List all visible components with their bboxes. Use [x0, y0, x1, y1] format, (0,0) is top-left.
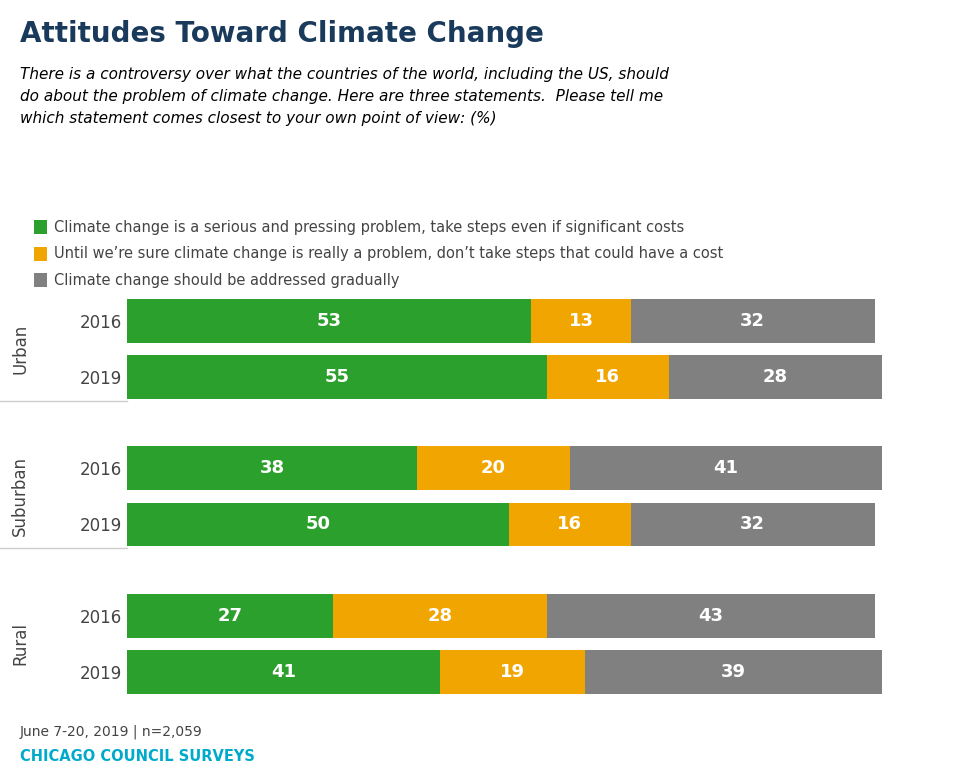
Text: CHICAGO COUNCIL SURVEYS: CHICAGO COUNCIL SURVEYS — [20, 749, 254, 764]
Bar — [547, 355, 668, 399]
Bar — [127, 446, 417, 490]
Text: 39: 39 — [721, 663, 746, 681]
Bar — [333, 594, 547, 637]
Text: 32: 32 — [741, 515, 765, 533]
Text: 27: 27 — [218, 607, 242, 625]
Text: 50: 50 — [305, 515, 330, 533]
Bar — [127, 650, 440, 694]
Text: 38: 38 — [260, 460, 284, 478]
Bar — [585, 650, 882, 694]
Bar — [508, 503, 630, 547]
Bar — [440, 650, 585, 694]
Text: 16: 16 — [557, 515, 582, 533]
Text: Until we’re sure climate change is really a problem, don’t take steps that could: Until we’re sure climate change is reall… — [54, 246, 723, 262]
Bar — [630, 503, 874, 547]
Text: Suburban: Suburban — [11, 456, 29, 536]
Text: 41: 41 — [271, 663, 296, 681]
Bar — [417, 446, 570, 490]
Bar — [547, 594, 874, 637]
Text: 43: 43 — [699, 607, 723, 625]
Text: Climate change should be addressed gradually: Climate change should be addressed gradu… — [54, 272, 400, 288]
Text: There is a controversy over what the countries of the world, including the US, s: There is a controversy over what the cou… — [20, 67, 668, 126]
Text: Rural: Rural — [11, 622, 29, 666]
Bar — [630, 299, 874, 343]
Text: 53: 53 — [317, 312, 342, 330]
Text: 55: 55 — [324, 368, 350, 386]
Bar — [127, 355, 547, 399]
Text: Climate change is a serious and pressing problem, take steps even if significant: Climate change is a serious and pressing… — [54, 219, 684, 235]
Bar — [127, 299, 531, 343]
Bar — [127, 503, 508, 547]
Text: Urban: Urban — [11, 324, 29, 374]
Bar — [668, 355, 882, 399]
Text: 28: 28 — [427, 607, 452, 625]
Text: 32: 32 — [741, 312, 765, 330]
Text: 13: 13 — [569, 312, 593, 330]
Text: 28: 28 — [763, 368, 788, 386]
Text: 41: 41 — [713, 460, 739, 478]
Bar — [570, 446, 882, 490]
Text: Attitudes Toward Climate Change: Attitudes Toward Climate Change — [20, 20, 543, 48]
Text: 16: 16 — [595, 368, 620, 386]
Text: 20: 20 — [481, 460, 506, 478]
Bar — [127, 594, 333, 637]
Bar — [531, 299, 630, 343]
Text: 19: 19 — [500, 663, 525, 681]
Text: June 7-20, 2019 | n=2,059: June 7-20, 2019 | n=2,059 — [20, 724, 202, 739]
